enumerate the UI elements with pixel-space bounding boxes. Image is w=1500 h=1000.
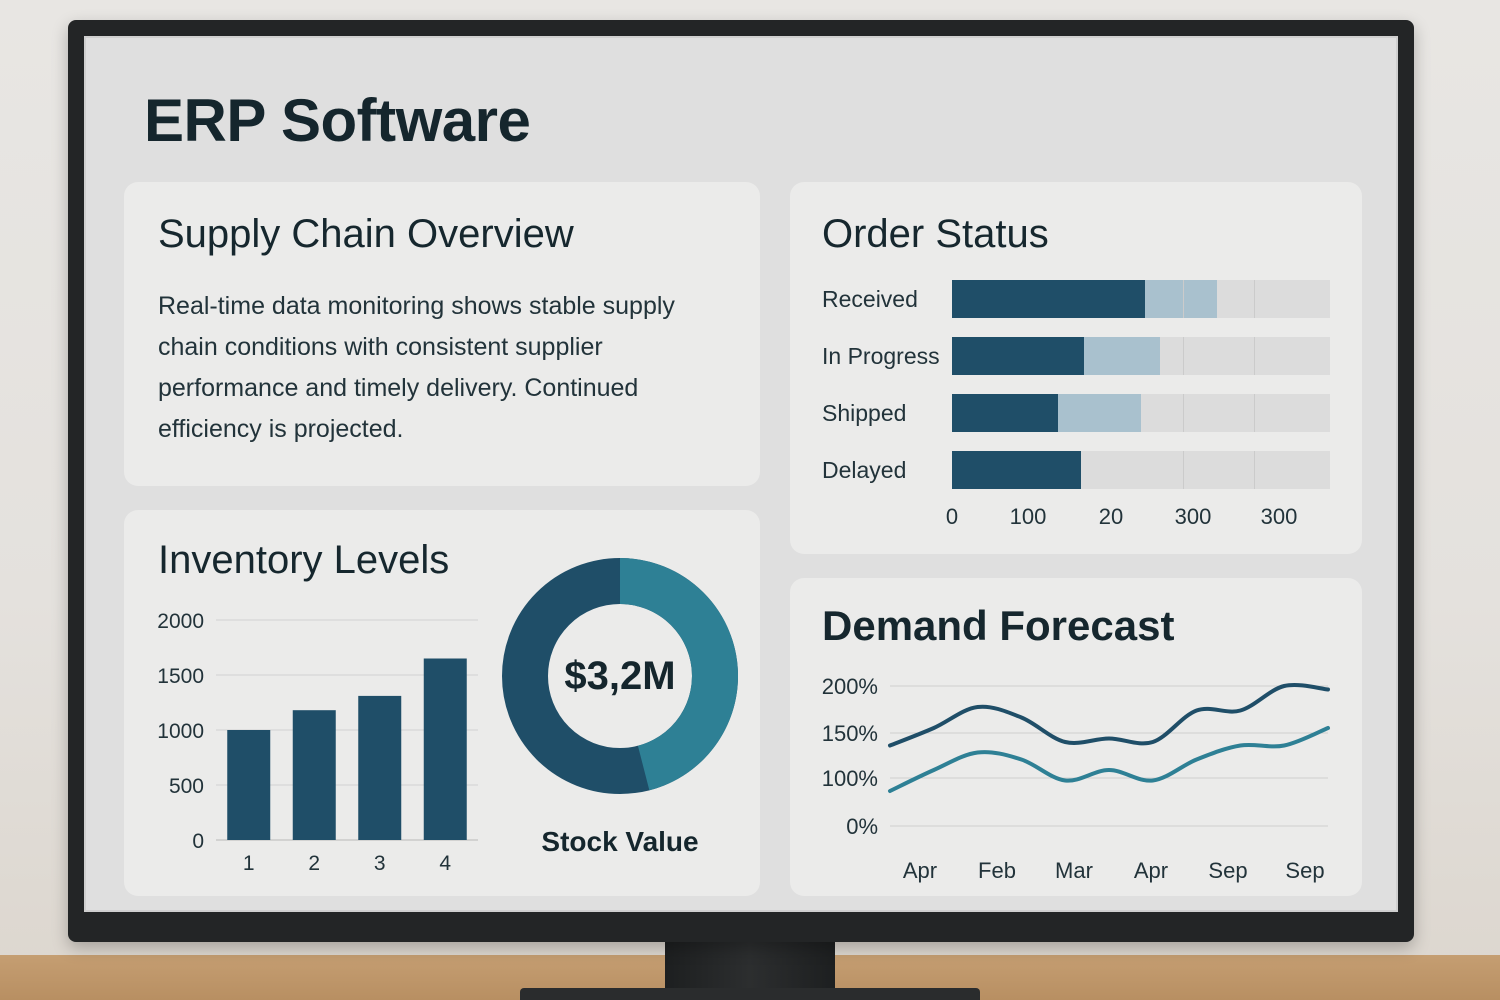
status-label: In Progress bbox=[822, 343, 940, 369]
x-tick-label: 3 bbox=[374, 852, 386, 875]
order-axis-tick: 20 bbox=[1098, 504, 1124, 529]
inventory-bar bbox=[227, 730, 271, 840]
y-tick-label: 100% bbox=[822, 766, 878, 791]
monitor-stand-base bbox=[520, 988, 980, 1000]
status-label: Received bbox=[822, 286, 918, 312]
y-tick-label: 200% bbox=[822, 674, 878, 699]
status-bar-secondary bbox=[1084, 337, 1160, 375]
monitor-bezel: ERP Software Supply Chain Overview Real-… bbox=[68, 20, 1414, 942]
status-bar-primary bbox=[952, 280, 1145, 318]
order-status-title: Order Status bbox=[822, 212, 1049, 256]
x-tick-label: 2 bbox=[308, 852, 320, 875]
status-bar-secondary bbox=[1144, 280, 1217, 318]
status-row-in-progress: In Progress bbox=[822, 337, 1332, 375]
order-axis-tick: 100 bbox=[1009, 504, 1047, 529]
order-axis-tick: 300 bbox=[1174, 504, 1212, 529]
status-grid-tick bbox=[1254, 337, 1256, 375]
inventory-bar bbox=[423, 658, 467, 840]
y-tick-label: 0 bbox=[192, 830, 204, 853]
status-bar-primary bbox=[952, 451, 1081, 489]
status-grid-tick bbox=[1182, 280, 1184, 318]
status-grid-tick bbox=[1182, 394, 1184, 432]
inventory-bar bbox=[358, 695, 402, 840]
status-label: Shipped bbox=[822, 400, 907, 426]
status-grid-tick bbox=[1254, 394, 1256, 432]
donut-segment-accent bbox=[619, 558, 738, 791]
status-bar bbox=[952, 337, 1330, 375]
inventory-bar bbox=[292, 710, 336, 840]
x-tick-label: Mar bbox=[1055, 858, 1093, 883]
y-tick-label: 500 bbox=[169, 775, 204, 798]
status-bar-secondary bbox=[1057, 394, 1141, 432]
status-grid-tick bbox=[1182, 337, 1184, 375]
screen: ERP Software Supply Chain Overview Real-… bbox=[84, 36, 1398, 912]
supply-chain-description: Real-time data monitoring shows stable s… bbox=[158, 292, 675, 443]
forecast-line-1 bbox=[888, 682, 1330, 748]
inventory-bar-chart: 0 500 1000 1500 2000 1 2 3 4 bbox=[157, 610, 478, 875]
x-tick-label: Apr bbox=[1134, 858, 1168, 883]
inventory-title: Inventory Levels bbox=[158, 538, 450, 582]
x-tick-label: Sep bbox=[1208, 858, 1247, 883]
status-bar-primary bbox=[952, 394, 1058, 432]
y-tick-label: 1000 bbox=[157, 720, 204, 743]
status-bar bbox=[952, 451, 1330, 489]
status-bar bbox=[952, 394, 1330, 432]
order-axis-tick: 300 bbox=[1260, 504, 1298, 529]
x-tick-label: Sep bbox=[1285, 858, 1324, 883]
demand-forecast-card: 0% 100% 150% 200% Apr Feb Mar Apr Sep Sep Demand … bbox=[790, 578, 1362, 896]
y-tick-label: 150% bbox=[822, 721, 878, 746]
x-tick-label: Feb bbox=[978, 858, 1016, 883]
x-tick-label: 1 bbox=[243, 852, 255, 875]
supply-chain-card: Supply Chain Overview Real-time data mon… bbox=[124, 182, 760, 486]
status-grid-tick bbox=[1254, 280, 1256, 318]
stock-value-amount: $3,2M bbox=[564, 653, 676, 698]
y-tick-label: 1500 bbox=[157, 665, 204, 688]
stock-value-caption: Stock Value bbox=[541, 826, 699, 857]
status-bar-primary bbox=[952, 337, 1085, 375]
status-row-received: Received bbox=[822, 280, 1332, 318]
x-tick-label: Apr bbox=[903, 858, 937, 883]
status-row-shipped: Shipped bbox=[822, 394, 1332, 432]
supply-chain-title: Supply Chain Overview bbox=[158, 212, 574, 256]
status-bar bbox=[952, 280, 1330, 318]
forecast-line-2 bbox=[888, 726, 1330, 793]
status-row-delayed: Delayed bbox=[822, 451, 1332, 489]
demand-forecast-line-chart: 0% 100% 150% 200% Apr Feb Mar Apr Sep Sep bbox=[822, 674, 1330, 883]
x-tick-label: 4 bbox=[439, 852, 451, 875]
status-grid-tick bbox=[1254, 451, 1256, 489]
order-status-card: Order Status Received In Progress Shippe… bbox=[790, 182, 1362, 554]
inventory-card: 0 500 1000 1500 2000 1 2 3 4 Inventory Levels $3… bbox=[124, 510, 760, 896]
donut-hole bbox=[549, 605, 691, 747]
demand-forecast-title: Demand Forecast bbox=[822, 602, 1175, 649]
y-tick-label: 0% bbox=[846, 814, 878, 839]
status-grid-tick bbox=[1182, 451, 1184, 489]
app-title: ERP Software bbox=[144, 87, 531, 154]
status-label: Delayed bbox=[822, 457, 907, 483]
stock-value-donut: $3,2M bbox=[502, 558, 738, 794]
y-tick-label: 2000 bbox=[157, 610, 204, 633]
order-axis-tick: 0 bbox=[945, 504, 959, 529]
